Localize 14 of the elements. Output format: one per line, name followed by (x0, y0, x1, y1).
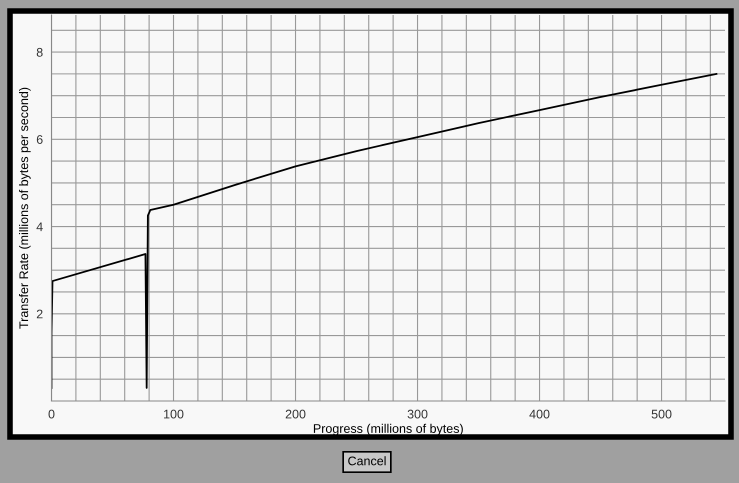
x-tick-label: 300 (408, 410, 428, 419)
x-tick-label: 400 (529, 410, 550, 419)
x-tick-label: 0 (48, 410, 54, 419)
y-tick-label: 6 (36, 135, 43, 144)
x-tick-label: 500 (652, 410, 672, 419)
y-tick-label: 4 (36, 222, 43, 232)
y-axis-title: Transfer Rate (millions of bytes per second) (19, 88, 31, 329)
text: Cancel (348, 456, 386, 466)
x-axis-title: Progress (millions of bytes) (314, 424, 463, 436)
x-tick-label: 100 (164, 410, 184, 419)
x-tick-label: 200 (286, 410, 306, 419)
y-tick-label: 8 (36, 48, 43, 57)
y-tick-label: 2 (36, 310, 43, 318)
line-series (52, 72, 718, 389)
